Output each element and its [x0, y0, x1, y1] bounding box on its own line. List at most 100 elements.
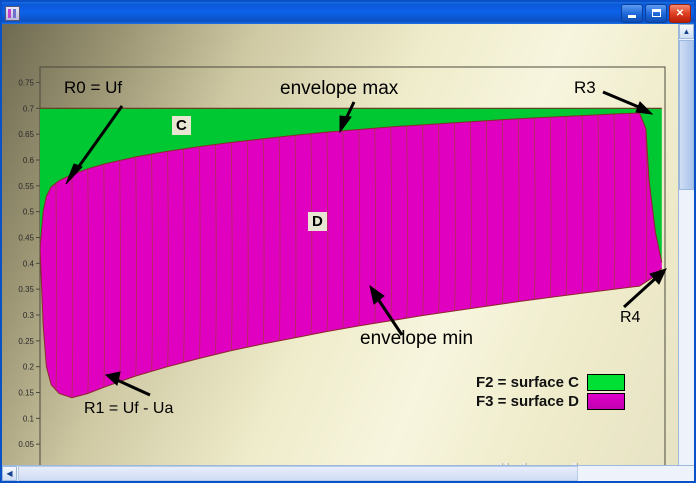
- chart-legend: F2 = surface C F3 = surface D: [476, 374, 625, 412]
- horizontal-scrollbar[interactable]: ◀: [2, 465, 694, 481]
- legend-swatch-f2: [586, 374, 625, 391]
- ripple-line: [358, 129, 361, 326]
- scroll-up-icon[interactable]: ▲: [679, 24, 694, 39]
- y-tick-label: 0.35: [18, 285, 34, 294]
- y-tick-label: 0.65: [18, 130, 34, 139]
- r3-arrow-shaft: [602, 90, 642, 110]
- surface-d-area: [40, 113, 662, 398]
- vertical-scroll-thumb[interactable]: [679, 40, 694, 190]
- ripple-line: [151, 154, 153, 372]
- ripple-line: [103, 164, 106, 388]
- r3-label: R3: [574, 78, 596, 97]
- ripple-line: [246, 140, 249, 348]
- ripple-line: [55, 183, 58, 391]
- ripple-line: [629, 113, 632, 288]
- ripple-line: [199, 146, 201, 359]
- ripple-line: [438, 123, 440, 314]
- legend-item-f2: F2 = surface C: [476, 374, 625, 391]
- r4-arrow-head: [649, 268, 667, 285]
- ripple-line: [390, 126, 393, 321]
- r1-arrow-shaft: [116, 378, 151, 397]
- r3-arrow-head: [635, 101, 654, 115]
- ripple-line: [613, 113, 616, 290]
- maximize-button[interactable]: [645, 3, 667, 23]
- envelope-min-label: envelope min: [360, 328, 474, 349]
- ripple-line: [215, 144, 217, 355]
- envelope-min-arrow-head: [369, 284, 385, 305]
- ripple-line: [278, 136, 281, 341]
- legend-label-f2: F2 = surface C: [476, 374, 579, 391]
- y-axis-ticks: 00.050.10.150.20.250.30.350.40.450.50.55…: [18, 79, 40, 449]
- chart-window-icon: [5, 5, 20, 21]
- ripple-line: [486, 120, 488, 307]
- r4-label: R4: [620, 309, 641, 326]
- ripple-line: [502, 119, 504, 304]
- ripple-line: [533, 117, 536, 300]
- watermark-text: jinhongfan.com.cn: [498, 461, 676, 466]
- ripple-line: [230, 142, 233, 351]
- ripple-line: [342, 130, 345, 329]
- envelope-min-line: [40, 247, 663, 399]
- plot-frame: [39, 66, 666, 466]
- r0-label: R0 = Uf: [64, 78, 123, 97]
- ripple-line: [262, 138, 265, 344]
- ripple-line: [470, 121, 472, 309]
- y-tick-label: 0.1: [23, 414, 35, 423]
- close-button[interactable]: ✕: [669, 3, 691, 23]
- vertical-scrollbar[interactable]: ▲: [678, 24, 694, 466]
- minimize-button[interactable]: [621, 3, 643, 23]
- ripple-line: [645, 128, 648, 282]
- y-tick-label: 0.7: [23, 104, 35, 113]
- y-tick-label: 0.55: [18, 182, 34, 191]
- legend-swatch-f3: [586, 393, 625, 410]
- y-tick-label: 0.3: [23, 311, 35, 320]
- ripple-line: [310, 133, 313, 335]
- ripple-line: [374, 128, 377, 324]
- envelope-max-line: [40, 112, 663, 263]
- ripple-line: [135, 156, 137, 377]
- chart-svg: 00.050.10.150.20.250.30.350.40.450.50.55…: [18, 66, 667, 466]
- r1-arrow-head: [104, 371, 121, 386]
- ripple-line: [119, 160, 121, 382]
- ripple-line: [71, 174, 74, 398]
- ripple-line: [167, 151, 169, 367]
- ripple-line: [422, 124, 424, 316]
- window-controls: ✕: [621, 3, 691, 23]
- ripple-line: [517, 118, 520, 302]
- y-tick-label: 0.15: [18, 389, 34, 398]
- ripple-line: [294, 135, 297, 338]
- ripple-line: [549, 117, 552, 298]
- envelope-min-arrow-shaft: [374, 295, 404, 336]
- r4-arrow-shaft: [622, 275, 659, 309]
- ripple-line: [581, 115, 584, 294]
- y-tick-label: 0.5: [23, 208, 35, 217]
- ripple-line: [87, 168, 90, 394]
- region-d-label: D: [308, 212, 327, 231]
- ripple-line: [454, 122, 456, 311]
- y-tick-label: 0.4: [23, 259, 35, 268]
- r1-label: R1 = Uf - Ua: [84, 400, 174, 417]
- y-tick-label: 0.45: [18, 234, 34, 243]
- region-c-label: C: [172, 116, 191, 135]
- ripple-line: [326, 132, 329, 332]
- legend-label-f3: F3 = surface D: [476, 393, 579, 410]
- legend-item-f3: F3 = surface D: [476, 393, 625, 410]
- chart-viewport: 00.050.10.150.20.250.30.350.40.450.50.55…: [2, 24, 679, 466]
- annotation-arrows: [65, 90, 667, 397]
- ripple-line: [597, 114, 600, 292]
- plot-series-group: [40, 107, 663, 399]
- y-tick-label: 0.25: [18, 337, 34, 346]
- chart-canvas: 00.050.10.150.20.250.30.350.40.450.50.55…: [2, 24, 679, 466]
- envelope-max-label: envelope max: [280, 78, 399, 99]
- r0-arrow-shaft: [73, 105, 124, 173]
- scroll-left-icon[interactable]: ◀: [2, 466, 17, 481]
- y-tick-label: 0.2: [23, 363, 35, 372]
- ripple-line: [183, 148, 185, 363]
- y-tick-label: 0.75: [18, 79, 34, 88]
- r0-arrow-head: [65, 163, 83, 185]
- client-area: 00.050.10.150.20.250.30.350.40.450.50.55…: [2, 24, 694, 481]
- horizontal-scroll-thumb[interactable]: [18, 466, 578, 481]
- envelope-max-arrow-head: [339, 115, 352, 134]
- y-tick-label: 0.6: [23, 156, 35, 165]
